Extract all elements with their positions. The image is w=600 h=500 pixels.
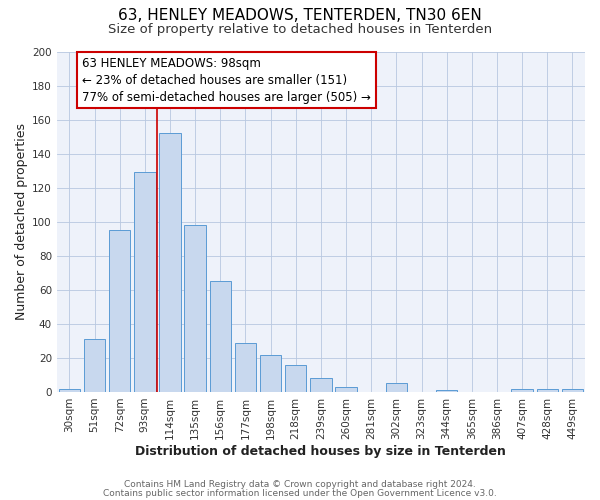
Text: Size of property relative to detached houses in Tenterden: Size of property relative to detached ho…	[108, 22, 492, 36]
Text: 63, HENLEY MEADOWS, TENTERDEN, TN30 6EN: 63, HENLEY MEADOWS, TENTERDEN, TN30 6EN	[118, 8, 482, 22]
Bar	[260, 354, 281, 392]
Bar	[335, 387, 357, 392]
Bar	[511, 388, 533, 392]
Text: Contains HM Land Registry data © Crown copyright and database right 2024.: Contains HM Land Registry data © Crown c…	[124, 480, 476, 489]
Bar	[386, 384, 407, 392]
Bar	[134, 172, 155, 392]
X-axis label: Distribution of detached houses by size in Tenterden: Distribution of detached houses by size …	[136, 444, 506, 458]
Bar	[285, 364, 307, 392]
Bar	[109, 230, 130, 392]
Bar	[436, 390, 457, 392]
Bar	[59, 388, 80, 392]
Bar	[536, 388, 558, 392]
Text: 63 HENLEY MEADOWS: 98sqm
← 23% of detached houses are smaller (151)
77% of semi-: 63 HENLEY MEADOWS: 98sqm ← 23% of detach…	[82, 56, 371, 104]
Bar	[209, 282, 231, 392]
Bar	[159, 133, 181, 392]
Text: Contains public sector information licensed under the Open Government Licence v3: Contains public sector information licen…	[103, 489, 497, 498]
Bar	[235, 342, 256, 392]
Bar	[184, 225, 206, 392]
Bar	[310, 378, 332, 392]
Y-axis label: Number of detached properties: Number of detached properties	[15, 123, 28, 320]
Bar	[562, 388, 583, 392]
Bar	[84, 339, 105, 392]
